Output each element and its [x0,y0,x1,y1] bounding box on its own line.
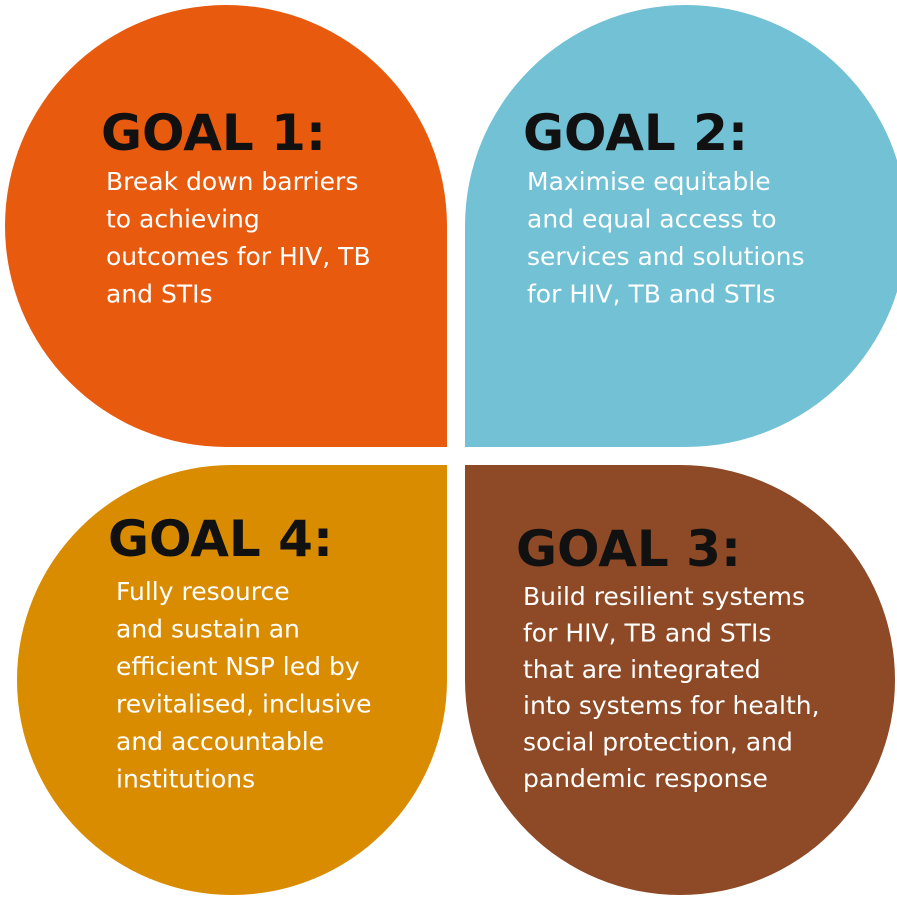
goal-text: and STIs [106,280,213,309]
petal-goal-2 [465,5,897,447]
goal-title: GOAL 4: [108,510,333,568]
petal-goal-4 [17,465,447,895]
goal-text: and equal access to [527,205,777,234]
goal-title: GOAL 2: [523,104,748,162]
goal-text: into systems for health, [523,691,820,720]
goal-text: for HIV, TB and STIs [523,618,771,647]
goal-text: Fully resource [116,577,290,606]
goal-text: for HIV, TB and STIs [527,280,775,309]
goal-text: institutions [116,765,255,794]
goal-text: revitalised, inclusive [116,690,372,719]
goal-text: efficient NSP led by [116,652,360,681]
goal-text: Maximise equitable [527,167,771,196]
goal-text: and accountable [116,727,324,756]
goal-text: Build resilient systems [523,582,805,611]
goal-text: to achieving [106,205,260,234]
petal-goal-1 [5,5,447,447]
goal-text: outcomes for HIV, TB [106,242,371,271]
petal-goal-3 [465,465,895,895]
goal-title: GOAL 3: [516,520,741,578]
goal-text: social protection, and [523,728,793,757]
goal-text: services and solutions [527,242,805,271]
goal-title: GOAL 1: [101,104,326,162]
goal-text: Break down barriers [106,167,358,196]
goal-text: pandemic response [523,764,768,793]
goal-text: and sustain an [116,615,300,644]
goal-text: that are integrated [523,655,761,684]
